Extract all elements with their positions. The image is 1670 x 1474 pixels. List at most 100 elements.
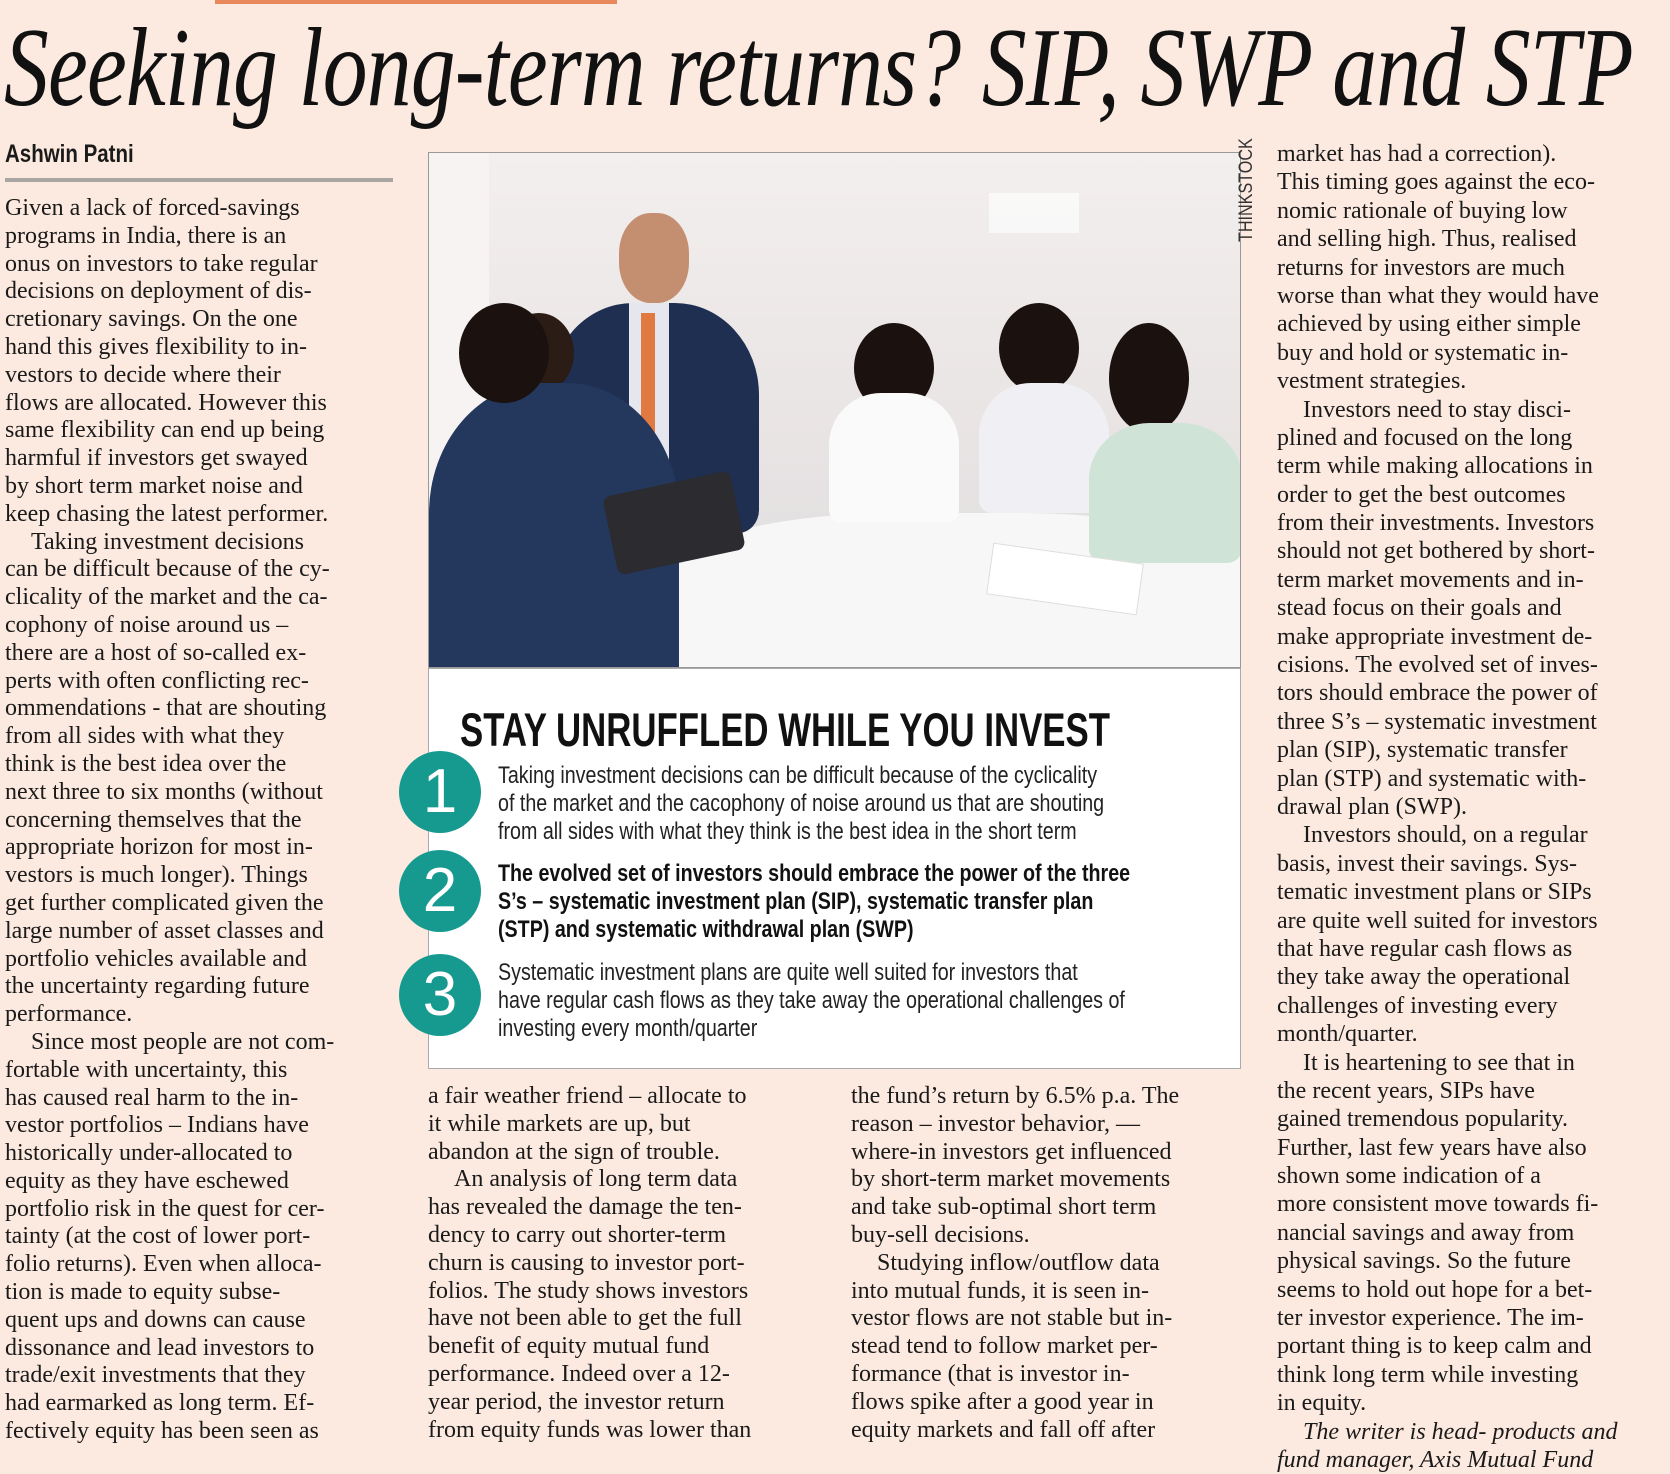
text-line: same flexibility can end up being — [5, 417, 325, 444]
text-line: nancial savings and away from — [1277, 1219, 1575, 1246]
text-line: can be difficult because of the cy- — [5, 556, 330, 583]
text-line: market has had a correction). — [1277, 141, 1557, 167]
text-line: plan (SIP), systematic transfer — [1277, 737, 1568, 764]
text-line: S’s – systematic investment plan (SIP), … — [498, 887, 1094, 915]
text-line: next three to six months (without — [5, 778, 323, 805]
text-line: large number of asset classes and — [5, 917, 324, 944]
text-line: year period, the investor return — [428, 1388, 725, 1415]
photo-credit: THINKSTOCK — [1236, 138, 1257, 242]
text-line: from all sides with what they think is t… — [498, 817, 1077, 845]
text-line: vestor flows are not stable but in- — [851, 1305, 1173, 1332]
text-line: tion is made to equity subse- — [5, 1279, 281, 1306]
text-line: portfolio vehicles available and — [5, 945, 307, 972]
text-line: have regular cash flows as they take awa… — [498, 986, 1125, 1014]
text-line: vestor portfolios – Indians have — [5, 1112, 309, 1139]
text-line: three S’s – systematic investment — [1277, 708, 1597, 735]
text-line: make appropriate investment de- — [1277, 623, 1593, 650]
text-line: achieved by using either simple — [1277, 311, 1581, 338]
text-line: should not get bothered by short- — [1277, 538, 1595, 565]
section-accent-bar — [215, 0, 617, 4]
text-line: clicality of the market and the ca- — [5, 584, 328, 611]
text-line: dissonance and lead investors to — [5, 1334, 315, 1361]
article-photo — [428, 152, 1241, 668]
text-line: tainty (at the cost of lower port- — [5, 1223, 311, 1250]
text-line: and take sub-optimal short term — [851, 1194, 1157, 1221]
text-line: drawal plan (SWP). — [1277, 793, 1467, 820]
text-line: where-in investors get influenced — [851, 1138, 1172, 1165]
text-line: The writer is head- products and — [1303, 1418, 1618, 1445]
text-line: keep chasing the latest performer. — [5, 500, 329, 527]
article-column-3: the fund’s return by 6.5% p.a. The reason… — [851, 1083, 1241, 1444]
text-line: had earmarked as long term. Ef- — [5, 1390, 315, 1417]
text-line: are quite well suited for investors — [1277, 907, 1598, 934]
text-line: term market movements and in- — [1277, 566, 1584, 593]
text-line: flows spike after a good year in — [851, 1388, 1154, 1415]
text-line: Systematic investment plans are quite we… — [498, 959, 1078, 986]
text-line: An analysis of long term data — [454, 1166, 738, 1193]
text-line: they take away the operational — [1277, 964, 1571, 991]
text-line: fectively equity has been seen as — [5, 1418, 319, 1445]
text-line: buy-sell decisions. — [851, 1221, 1030, 1248]
text-line: reason – investor behavior, — — [851, 1110, 1140, 1137]
text-line: worse than what they would have — [1277, 282, 1599, 309]
text-line: of the market and the cacophony of noise… — [498, 789, 1105, 817]
text-line: and selling high. Thus, realised — [1277, 226, 1577, 253]
text-line: fortable with uncertainty, this — [5, 1056, 288, 1083]
text-line: get further complicated given the — [5, 889, 324, 916]
text-line: folio returns). Even when alloca- — [5, 1251, 322, 1278]
callout-title: STAY UNRUFFLED WHILE YOU INVEST — [460, 703, 1110, 756]
text-line: performance. Indeed over a 12- — [428, 1360, 730, 1387]
text-line: ter investor experience. The im- — [1277, 1305, 1584, 1332]
text-line: from their investments. Investors — [1277, 510, 1595, 537]
text-line: cretionary savings. On the one — [5, 306, 298, 333]
text-line: by short term market noise and — [5, 472, 303, 499]
text-line: abandon at the sign of trouble. — [428, 1138, 720, 1165]
text-line: ommendations - that are shouting — [5, 695, 327, 722]
text-line: Given a lack of forced-savings — [5, 195, 300, 221]
text-line: portant thing is to keep calm and — [1277, 1333, 1592, 1360]
text-line: has revealed the damage the ten- — [428, 1194, 742, 1221]
text-line: fund manager, Axis Mutual Fund — [1277, 1446, 1594, 1473]
text-line: Investors need to stay disci- — [1303, 396, 1571, 423]
text-line: This timing goes against the eco- — [1277, 169, 1595, 196]
article-column-1: Given a lack of forced-savings programs i… — [5, 195, 395, 1446]
text-line: programs in India, there is an — [5, 222, 287, 249]
text-line: vestment strategies. — [1277, 368, 1467, 395]
text-line: the recent years, SIPs have — [1277, 1077, 1535, 1104]
text-line: cisions. The evolved set of inves- — [1277, 652, 1598, 679]
text-line: plan (STP) and systematic with- — [1277, 765, 1587, 792]
text-line: there are a host of so-called ex- — [5, 639, 307, 666]
article-column-2: a fair weather friend – allocate to it wh… — [428, 1083, 818, 1444]
text-line: harmful if investors get swayed — [5, 445, 308, 472]
text-line: buy and hold or systematic in- — [1277, 339, 1569, 366]
text-line: folios. The study shows investors — [428, 1277, 749, 1304]
text-line: shown some indication of a — [1277, 1163, 1541, 1190]
text-line: cophony of noise around us – — [5, 611, 289, 638]
text-line: that have regular cash flows as — [1277, 935, 1573, 962]
callout-box: STAY UNRUFFLED WHILE YOU INVEST 1 Taking… — [399, 668, 1241, 1069]
text-line: more consistent move towards fi- — [1277, 1191, 1599, 1218]
text-line: appropriate horizon for most in- — [5, 834, 313, 861]
text-line: a fair weather friend – allocate to — [428, 1083, 747, 1109]
text-line: month/quarter. — [1277, 1021, 1418, 1048]
text-line: basis, invest their savings. Sys- — [1277, 850, 1577, 877]
article-column-4: market has had a correction). This timing… — [1277, 140, 1667, 1474]
text-line: The evolved set of investors should embr… — [498, 860, 1131, 887]
text-line: quent ups and downs can cause — [5, 1306, 306, 1333]
text-line: concerning themselves that the — [5, 806, 302, 833]
number-badge-2: 2 — [399, 850, 481, 932]
text-line: equity as they have eschewed — [5, 1167, 289, 1194]
text-line: term while making allocations in — [1277, 453, 1593, 480]
text-line: the fund’s return by 6.5% p.a. The — [851, 1083, 1180, 1109]
text-line: onus on investors to take regular — [5, 250, 318, 277]
text-line: Since most people are not com- — [31, 1028, 335, 1055]
callout-item-2: The evolved set of investors should embr… — [498, 860, 1130, 943]
text-line: vestors to decide where their — [5, 361, 281, 388]
text-line: stead focus on their goals and — [1277, 595, 1562, 622]
text-line: into mutual funds, it is seen in- — [851, 1277, 1149, 1304]
text-line: Studying inflow/outflow data — [877, 1249, 1160, 1276]
text-line: think is the best idea over the — [5, 750, 287, 777]
text-line: Taking investment decisions — [31, 528, 304, 555]
text-line: hand this gives flexibility to in- — [5, 333, 307, 360]
text-line: plined and focused on the long — [1277, 424, 1573, 451]
